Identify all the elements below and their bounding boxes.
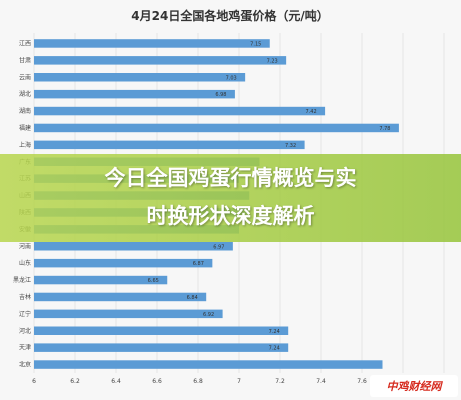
x-tick-label: 6.6 <box>152 378 162 385</box>
category-label: 北京 <box>19 361 31 369</box>
data-label: 7.15 <box>250 41 261 47</box>
category-label: 天津 <box>19 345 31 352</box>
category-label: 山东 <box>19 259 31 267</box>
x-tick-label: 7.2 <box>275 378 285 385</box>
category-label: 吉林 <box>19 293 31 301</box>
bar <box>34 106 326 116</box>
category-label: 上海 <box>19 141 31 149</box>
data-label: 6.92 <box>203 312 214 318</box>
data-label: 6.84 <box>187 295 198 301</box>
bar <box>34 123 399 133</box>
category-label: 河北 <box>19 327 31 335</box>
category-label: 河南 <box>19 242 31 250</box>
category-label: 黑龙江 <box>13 276 31 284</box>
data-label: 7.23 <box>267 58 278 64</box>
x-tick-label: 6.2 <box>70 378 80 385</box>
data-label: 7.42 <box>306 109 317 115</box>
bar <box>34 292 207 302</box>
data-label: 7.03 <box>226 75 237 81</box>
bar <box>34 39 270 48</box>
category-label: 湖北 <box>19 90 31 98</box>
category-label: 辽宁 <box>19 310 31 318</box>
bar <box>34 275 168 285</box>
bar <box>34 89 235 99</box>
x-tick-label: 6 <box>32 378 36 385</box>
bar <box>34 360 383 369</box>
data-label: 6.65 <box>148 278 159 284</box>
data-label: 7.32 <box>285 143 296 149</box>
chart-title: 4月24日全国各地鸡蛋价格（元/吨） <box>131 8 328 23</box>
bar <box>34 73 246 82</box>
bar <box>34 326 289 335</box>
bar <box>34 56 287 65</box>
bar <box>34 140 305 150</box>
site-watermark-logo: 中鸡财经网 <box>370 375 458 397</box>
x-tick-label: 7 <box>237 378 241 385</box>
value-labels: 7.15 7.23 7.03 6.98 7.42 7.78 7.32 6.97 6.87 6.65… <box>148 41 391 351</box>
x-tick-label: 6.4 <box>111 378 121 385</box>
data-label: 6.98 <box>215 92 226 98</box>
category-label: 湖南 <box>19 107 31 115</box>
bar <box>34 343 289 352</box>
bar <box>34 309 223 319</box>
data-label: 7.78 <box>379 126 390 132</box>
headline-banner <box>0 154 461 242</box>
x-tick-label: 6.8 <box>193 378 203 385</box>
data-label: 6.87 <box>193 261 204 267</box>
headline-line-1: 今日全国鸡蛋行情概览与实 <box>104 166 357 190</box>
category-label: 甘肃 <box>19 56 31 64</box>
x-tick-label: 7.6 <box>357 378 367 385</box>
data-label: 6.97 <box>213 244 224 250</box>
bar <box>34 242 233 251</box>
watermark-text: 中鸡财经网 <box>386 380 442 393</box>
category-label: 福建 <box>19 124 31 132</box>
x-tick-label: 7.4 <box>316 378 326 385</box>
bar <box>34 258 213 268</box>
data-label: 7.24 <box>269 329 280 335</box>
headline-line-2: 时换形状深度解析 <box>146 204 315 228</box>
data-label: 7.24 <box>269 346 280 352</box>
category-label: 云南 <box>19 73 31 81</box>
category-label: 江西 <box>19 40 31 47</box>
